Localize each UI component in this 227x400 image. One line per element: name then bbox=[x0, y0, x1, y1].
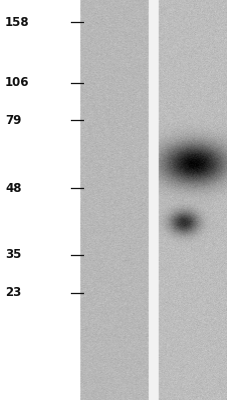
Text: 48: 48 bbox=[5, 182, 21, 194]
Text: 35: 35 bbox=[5, 248, 21, 262]
Text: 158: 158 bbox=[5, 16, 30, 28]
Text: 106: 106 bbox=[5, 76, 29, 90]
Text: 23: 23 bbox=[5, 286, 21, 300]
Text: 79: 79 bbox=[5, 114, 21, 126]
